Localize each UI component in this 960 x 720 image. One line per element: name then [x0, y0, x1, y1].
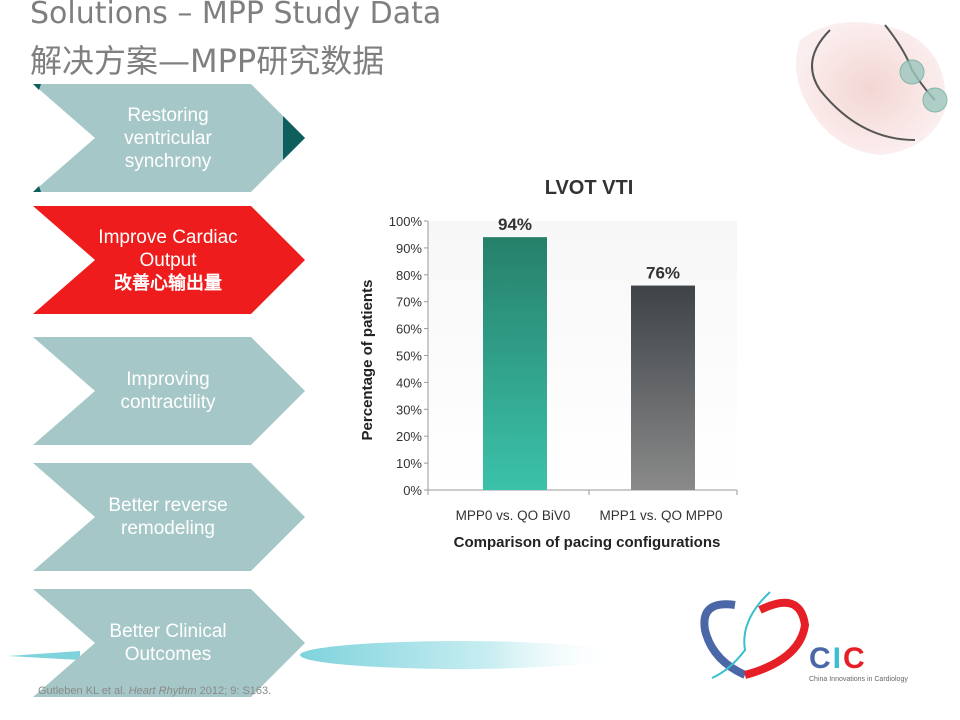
step-label: Improve Cardiac Output 改善心输出量	[73, 206, 263, 314]
step-label-line: Output	[139, 249, 197, 271]
y-tick-label: 20%	[396, 429, 422, 444]
step-label-line: synchrony	[124, 150, 212, 172]
step-label: Improving contractility	[73, 337, 263, 445]
step-chevron-5[interactable]: Better Clinical Outcomes	[33, 589, 305, 697]
step-label-line: contractility	[120, 392, 216, 413]
chevron-shape	[33, 337, 305, 445]
cic-logo-mark	[700, 591, 810, 679]
y-axis-title: Percentage of patients	[359, 280, 376, 441]
step-label: Better reverse remodeling	[73, 463, 263, 571]
step-label-line: Restoring	[127, 104, 209, 126]
bar-data-label: 76%	[646, 264, 680, 283]
y-tick-label: 40%	[396, 375, 422, 390]
y-tick-label: 30%	[396, 402, 422, 417]
y-tick-label: 80%	[396, 268, 422, 283]
step-label: Restoring ventricular synchrony	[73, 84, 263, 192]
chevron-shape	[33, 589, 305, 697]
chevron-shape	[33, 463, 305, 571]
step-chevron-2[interactable]: Improve Cardiac Output 改善心输出量	[33, 206, 305, 314]
step-label-line: Better Clinical	[109, 621, 227, 642]
citation: Gutleben KL et al. Heart Rhythm 2012; 9:…	[38, 685, 271, 697]
step-label-line: ventricular	[124, 127, 212, 149]
y-tick-label: 10%	[396, 456, 422, 471]
y-tick-label: 70%	[396, 295, 422, 310]
chart-title: LVOT VTI	[545, 177, 634, 199]
x-axis-title: Comparison of pacing configurations	[454, 534, 721, 551]
step-chevron-3[interactable]: Improving contractility	[33, 337, 305, 445]
step-label-line: Improving	[126, 369, 210, 390]
step-label-line: Improve Cardiac	[98, 226, 238, 248]
y-tick-label: 90%	[396, 241, 422, 256]
step-label-chinese: 改善心输出量	[114, 272, 222, 293]
y-tick-label: 0%	[403, 483, 422, 498]
title-english: Solutions – MPP Study Data	[30, 0, 442, 31]
bar-1	[483, 237, 547, 490]
chevron-shape	[33, 84, 305, 192]
citation-authors: Gutleben KL et al.	[38, 685, 129, 697]
step-label-line: Better reverse	[108, 495, 228, 516]
y-tick-label: 100%	[389, 214, 423, 229]
step-chevron-4[interactable]: Better reverse remodeling	[33, 463, 305, 571]
light-streak	[300, 641, 620, 669]
y-tick-label: 60%	[396, 322, 422, 337]
bar-data-label: 94%	[498, 215, 532, 234]
logo-subtitle: China Innovations in Cardiology	[809, 676, 908, 683]
citation-journal: Heart Rhythm	[128, 685, 197, 697]
light-streak-left	[8, 651, 80, 660]
title-chinese: 解决方案—MPP研究数据	[30, 42, 385, 80]
step-label-line: Outcomes	[124, 644, 212, 665]
logo-text: CIC	[809, 642, 867, 675]
citation-details: 2012; 9: S163.	[196, 685, 272, 697]
step-chevron-1[interactable]: Restoring ventricular synchrony	[33, 84, 305, 192]
step-label-line: remodeling	[121, 518, 215, 539]
heart-illustration	[796, 22, 948, 155]
y-tick-label: 50%	[396, 349, 422, 364]
x-category-label: MPP0 vs. QO BiV0	[456, 508, 571, 523]
chevron-shape	[33, 206, 305, 314]
bar-2	[631, 285, 695, 490]
step-label: Better Clinical Outcomes	[73, 589, 263, 697]
x-category-label: MPP1 vs. QO MPP0	[599, 508, 722, 523]
